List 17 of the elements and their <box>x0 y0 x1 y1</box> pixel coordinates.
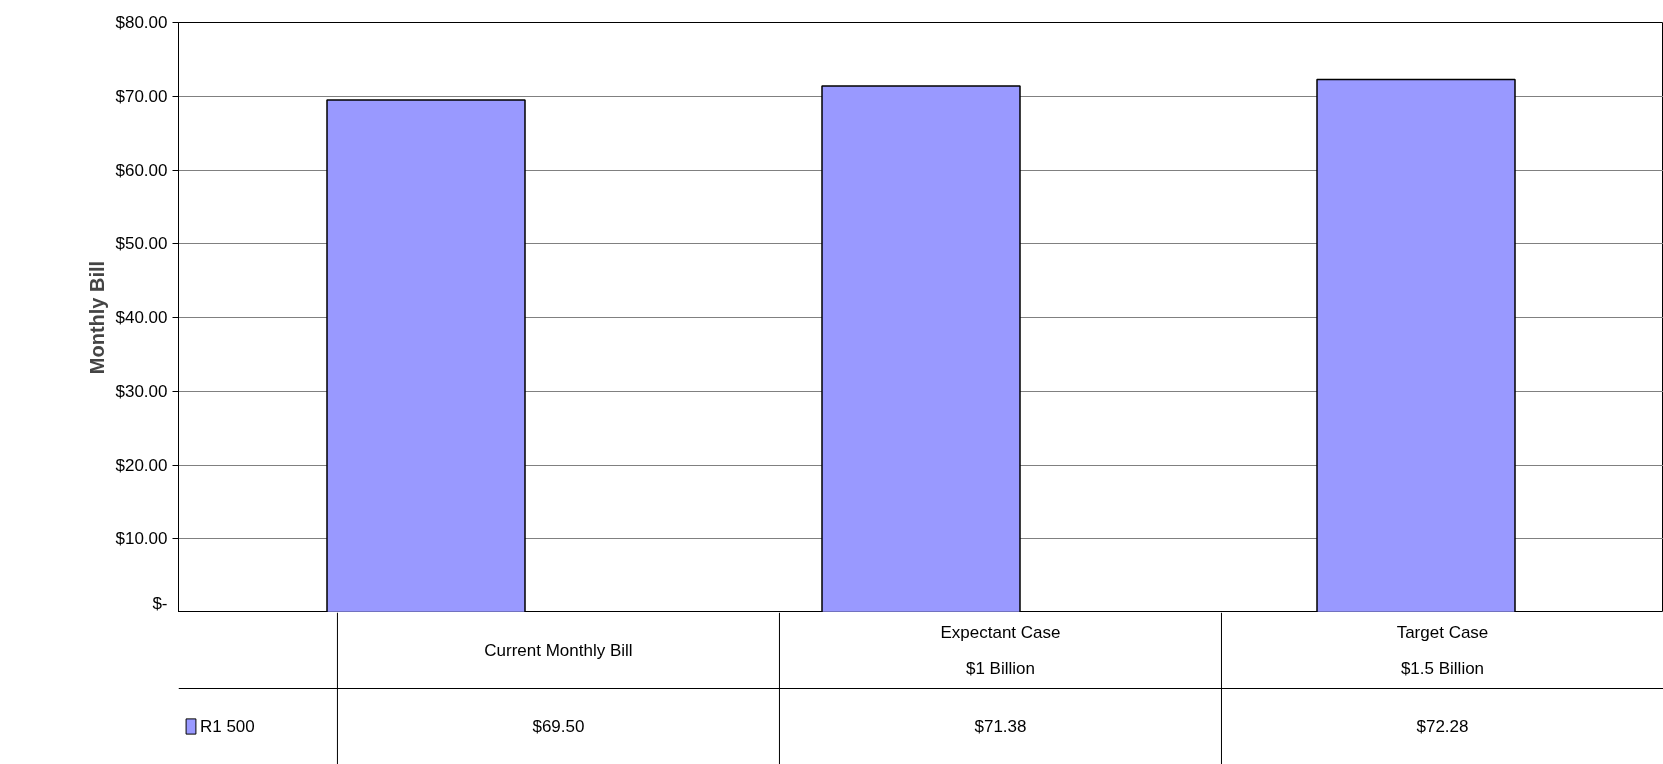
data-label: $72.28 <box>1416 717 1469 736</box>
y-tick-label: $- <box>152 593 168 613</box>
y-tick-label: $80.00 <box>115 13 168 32</box>
y-tick-label: $40.00 <box>115 308 168 327</box>
x-tick-label: Target Case $1.5 Billion <box>1396 622 1489 679</box>
y-tick-label: $30.00 <box>115 381 168 401</box>
data-label: $71.38 <box>974 717 1027 736</box>
legend-label: R1 500 <box>199 717 255 736</box>
y-tick-label: $70.00 <box>115 86 168 106</box>
y-tick-label: $60.00 <box>115 160 168 180</box>
x-tick-label: Expectant Case $1 Billion <box>940 622 1061 679</box>
y-axis-title: Monthly Bill <box>85 260 108 375</box>
data-label: $69.50 <box>532 717 585 736</box>
y-tick-label: $50.00 <box>115 234 168 254</box>
x-tick-label: Current Monthly Bill <box>484 641 633 660</box>
y-tick-label: $20.00 <box>115 455 168 475</box>
y-tick-label: $10.00 <box>115 529 168 549</box>
